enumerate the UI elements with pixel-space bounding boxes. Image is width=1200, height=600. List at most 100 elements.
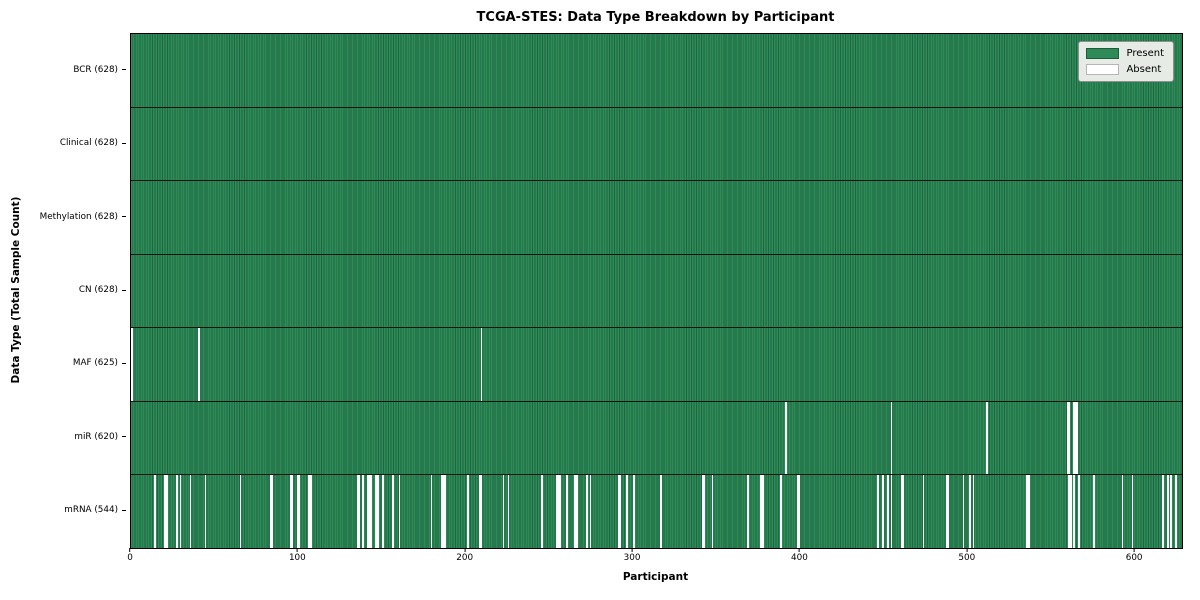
x-tick-mark [1133,548,1135,552]
absent-gap [969,475,972,549]
y-tick-mark [122,362,126,364]
x-tick-mark [631,548,633,552]
absent-gap [370,475,372,549]
absent-gap [1073,475,1075,549]
heatmap-row-Methylation [131,181,1182,255]
absent-gap [566,475,568,549]
absent-gap [480,475,483,549]
absent-gap [197,328,200,401]
absent-gap [291,475,294,549]
absent-gap [1175,475,1177,549]
absent-gap [502,475,505,549]
absent-gap [480,328,483,401]
x-tick-mark [798,548,800,552]
absent-gap [619,475,622,549]
x-tick-label: 300 [623,553,641,563]
y-tick-mark [122,216,126,218]
y-tick-mark [122,436,126,438]
x-tick-300: 300 [623,548,641,563]
absent-gap [179,475,182,549]
absent-gap [887,475,890,549]
absent-gap [1074,401,1077,475]
absent-gap [392,475,394,549]
absent-gap [479,475,481,549]
absent-gap [1066,401,1069,475]
absent-gap [890,401,893,475]
absent-gap [1028,475,1030,549]
absent-gap [785,401,788,475]
absent-gap [204,475,207,549]
plot-area: Present Absent [130,33,1183,549]
y-tick-label-Methylation: Methylation (628) [39,211,118,222]
absent-gap [618,475,620,549]
absent-gap [298,475,301,549]
absent-gap [1170,475,1172,549]
absent-gap [296,475,299,549]
heatmap-row-CN [131,254,1182,329]
heatmap-row-MAF [131,328,1182,402]
absent-gap [377,475,379,549]
legend-label-present: Present [1126,48,1164,59]
absent-gap [902,475,905,549]
absent-gap [269,475,272,549]
legend: Present Absent [1078,41,1174,82]
x-tick-label: 200 [456,553,474,563]
y-tick-mark [122,142,126,144]
absent-gap [166,475,168,549]
absent-gap [1093,475,1095,549]
absent-gap [576,475,578,549]
absent-gap [1069,475,1072,549]
absent-gap [1166,475,1169,549]
x-tick-label: 100 [288,553,306,563]
absent-gap [1026,475,1029,549]
x-tick-0: 0 [127,548,133,563]
absent-gap [557,475,560,549]
absent-gap [556,475,558,549]
absent-gap [176,475,178,549]
absent-gap [239,475,242,549]
absent-gap [382,475,384,549]
absent-gap [358,475,361,549]
x-tick-200: 200 [456,548,473,563]
absent-gap [780,475,783,549]
x-tick-mark [966,548,968,552]
y-tick-label-BCR: BCR (628) [73,64,118,75]
absent-gap [507,475,510,549]
absent-gap [922,475,925,549]
heatmap-row-mRNA [131,475,1182,549]
absent-gap [131,328,133,401]
absent-gap [1131,475,1134,549]
absent-gap [946,475,948,549]
absent-gap [271,475,274,549]
x-axis-ticks: 0 100 200 300 400 500 600 [127,548,1181,574]
absent-gap [361,475,364,549]
absent-gap [633,475,635,549]
present-swatch-icon [1086,48,1120,59]
absent-gap [154,475,157,549]
absent-gap [1161,475,1164,549]
absent-gap [164,475,167,549]
y-tick-label-mRNA: mRNA (544) [64,505,118,516]
x-tick-500: 500 [958,548,975,563]
absent-gap [366,475,369,549]
heatmap-rows [131,34,1182,549]
absent-gap [962,475,965,549]
x-tick-400: 400 [791,548,808,563]
absent-gap [368,475,371,549]
absent-gap [890,475,893,549]
absent-gap [972,475,975,549]
absent-gap [574,475,577,549]
absent-gap [559,475,562,549]
absent-gap [1073,401,1075,475]
absent-gap [440,475,443,549]
absent-gap [711,475,714,549]
x-tick-mark [129,548,131,552]
absent-gap [659,475,662,549]
y-tick-mark [122,69,126,71]
heatmap-row-Clinical [131,107,1182,182]
absent-gap [289,475,292,549]
absent-gap [1121,475,1124,549]
heatmap-row-BCR [131,34,1182,108]
x-tick-600: 600 [1126,548,1143,563]
